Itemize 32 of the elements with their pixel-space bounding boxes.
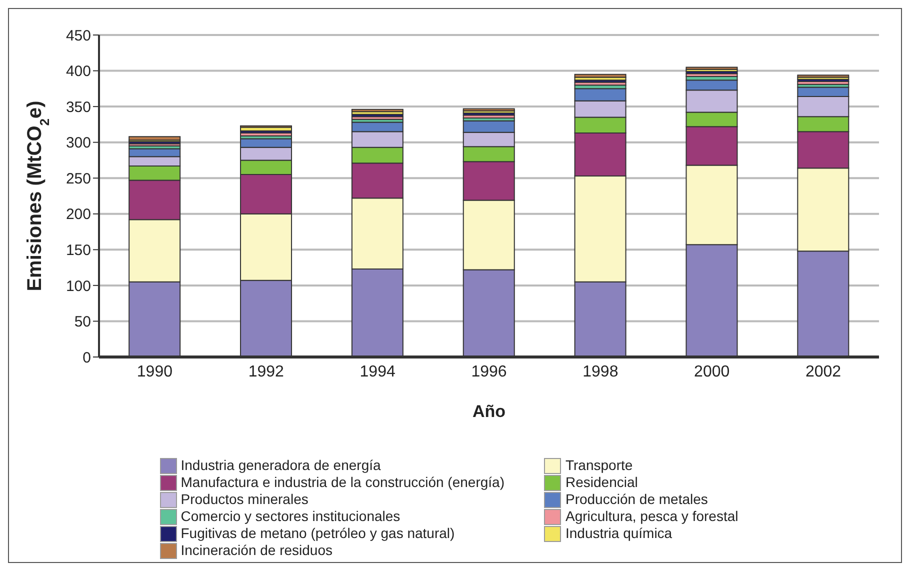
legend-label: Residencial: [565, 474, 638, 491]
legend-label: Manufactura e industria de la construcción (energía): [180, 474, 504, 491]
legend-label: Productos minerales: [180, 491, 308, 508]
legend-label: Agricultura, pesca y forestal: [565, 508, 738, 525]
x-tick-label: 1994: [360, 363, 396, 380]
legend-label: Industria química: [565, 525, 672, 542]
bar: [351, 108, 404, 112]
y-tick-label: 450: [66, 27, 91, 44]
legend-label: Transporte: [565, 457, 633, 474]
legend-label: Comercio y sectores institucionales: [180, 508, 400, 525]
legend-label: Producción de metales: [565, 491, 708, 508]
y-tick-label: 400: [66, 63, 91, 80]
x-tick-label: 2002: [805, 363, 842, 380]
y-tick-label: 200: [66, 206, 91, 224]
legend-label: Industria generadora de energía: [180, 457, 381, 474]
x-tick-label: 1992: [248, 363, 284, 380]
bar: [128, 136, 181, 141]
y-tick-label: 350: [66, 98, 91, 116]
y-tick-label: 100: [66, 278, 91, 295]
y-tick-label: 150: [66, 242, 91, 259]
y-tick-label: 0: [82, 349, 91, 366]
x-tick-label: 1996: [471, 363, 507, 380]
x-tick-label: 1998: [582, 363, 618, 380]
legend-label: Incineración de residuos: [180, 542, 333, 559]
bar: [574, 74, 626, 78]
y-tick-label: 250: [66, 170, 91, 188]
x-axis-title: Año: [472, 402, 506, 421]
y-tick-label: 300: [66, 134, 91, 152]
x-tick-label: 1990: [136, 363, 173, 380]
x-tick-label: 2000: [694, 363, 730, 380]
legend-label: Fugitivas de metano (petróleo y gas natural): [180, 525, 455, 542]
y-tick-label: 50: [74, 314, 91, 331]
